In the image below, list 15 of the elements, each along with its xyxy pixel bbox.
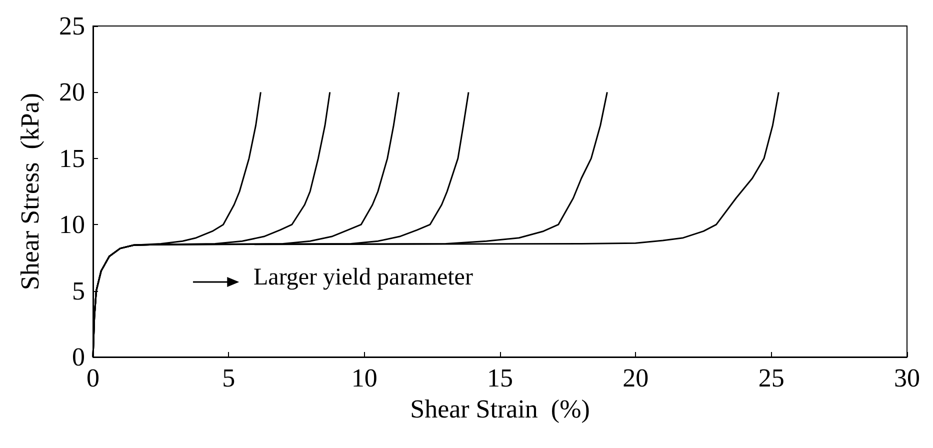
x-tick-label: 15: [487, 364, 513, 392]
y-tick-label: 25: [59, 12, 85, 40]
x-tick-label: 30: [894, 364, 920, 392]
y-tick-label: 20: [59, 78, 85, 107]
x-axis-title: Shear Strain (%): [410, 394, 590, 424]
y-axis-title: Shear Stress (kPa): [16, 92, 44, 290]
x-tick-label: 10: [351, 364, 378, 392]
y-tick-label: 10: [59, 210, 85, 240]
x-tick-label: 20: [622, 364, 649, 392]
y-tick-label: 5: [72, 276, 85, 306]
x-tick-label: 25: [758, 364, 784, 392]
y-tick-label: 0: [72, 342, 85, 372]
annotation: Larger yield parameter: [254, 264, 473, 291]
x-tick-label: 5: [222, 364, 236, 392]
y-tick-label: 15: [59, 144, 85, 173]
